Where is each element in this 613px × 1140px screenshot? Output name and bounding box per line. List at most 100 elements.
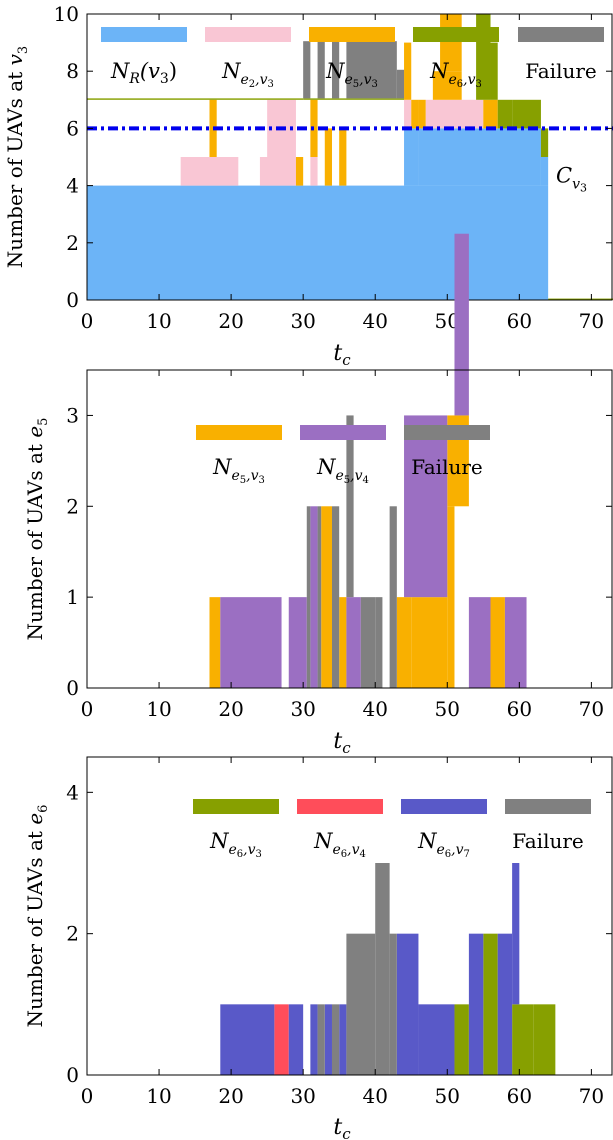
legend-label: Ne2,v3: [221, 59, 274, 90]
x-tick-label: 0: [81, 1084, 94, 1108]
capacity-label: Cv3: [556, 163, 587, 194]
bar-0-4-1: [317, 41, 325, 99]
legend-swatch: [300, 425, 386, 440]
bar-2-2-1: [288, 1004, 304, 1075]
bar-1-1-6: [468, 597, 491, 688]
bar-2-3-0: [317, 1004, 325, 1075]
bar-2-3-4: [389, 933, 397, 1075]
legend-swatch: [413, 27, 499, 42]
bar-1-2-2: [331, 506, 340, 688]
bar-0-1-4: [404, 99, 412, 129]
y-tick-label: 2: [66, 231, 79, 255]
bar-0-2-6: [411, 99, 419, 129]
legend-label: Ne5,v4: [316, 455, 369, 486]
legend-swatch: [297, 799, 383, 814]
bar-0-3-3: [490, 42, 498, 100]
y-tick-label: 1: [66, 585, 79, 609]
x-tick-label: 10: [146, 309, 171, 333]
bar-1-0-1: [321, 506, 332, 688]
legend-swatch: [205, 27, 291, 42]
bar-0-1-3: [310, 157, 318, 186]
y-tick-label: 10: [54, 2, 79, 26]
x-tick-label: 40: [362, 309, 387, 333]
bar-0-2-10: [483, 99, 498, 129]
legend-label: NR(v3): [110, 59, 177, 87]
y-axis-label: Number of UAVs at e5: [23, 418, 51, 641]
bar-1-0-0: [209, 597, 221, 688]
bar-0-4-2: [331, 41, 340, 99]
bar-2-2-3: [324, 1004, 332, 1075]
chart-uavs-at-e5: 0 10 20 30 40 50 60 700123Ne5,v3Ne5,v4FailureNu…: [23, 233, 613, 757]
bar-2-2-2: [310, 1004, 318, 1075]
legend-label: Failure: [512, 829, 584, 853]
bar-1-0-3: [396, 597, 412, 688]
bar-1-0-5: [447, 506, 455, 688]
x-tick-label: 30: [290, 697, 315, 721]
bar-1-2-3: [346, 415, 354, 598]
x-tick-label: 0: [81, 697, 94, 721]
bar-0-3-1: [303, 98, 405, 100]
legend-swatch: [401, 799, 487, 814]
bar-0-2-8: [432, 71, 462, 100]
bar-0-2-3: [324, 128, 332, 186]
bar-1-1-2: [310, 506, 318, 688]
y-tick-label: 6: [66, 116, 79, 140]
bar-1-1-5: [454, 233, 469, 416]
bar-0-4-0: [303, 41, 311, 99]
legend-swatch: [505, 799, 591, 814]
bar-2-2-9: [512, 863, 520, 1005]
legend: Ne5,v3 Ne5,v4 Failure: [196, 425, 490, 486]
bar-0-2-5: [404, 42, 412, 100]
x-tick-label: 60: [507, 309, 532, 333]
legend-label: Ne5,v3: [325, 59, 378, 90]
x-tick-label: 70: [579, 309, 604, 333]
legend-label: Ne6,v3: [209, 829, 262, 860]
x-axis-label: tc: [333, 729, 351, 757]
legend-swatch: [518, 27, 604, 42]
bar-0-3-0: [87, 98, 304, 100]
y-tick-label: 8: [66, 59, 79, 83]
y-tick-label: 3: [66, 403, 79, 427]
bar-1-1-7: [504, 597, 527, 688]
legend-swatch: [196, 425, 282, 440]
x-tick-label: 40: [362, 697, 387, 721]
x-tick-label: 20: [218, 1084, 243, 1108]
x-tick-label: 0: [81, 309, 94, 333]
bar-0-1-1: [259, 157, 296, 186]
bar-2-0-1: [483, 933, 498, 1075]
legend: Ne6,v3 Ne6,v4 Ne6,v7 Failure: [193, 799, 591, 860]
axes-frame: [86, 756, 613, 1076]
axes-frame: [86, 13, 613, 301]
x-tick-label: 20: [218, 697, 243, 721]
bar-2-2-5: [396, 933, 419, 1075]
x-tick-label: 10: [146, 1084, 171, 1108]
chart-uavs-at-e6: 0 10 20 30 40 50 60 70 0 2 4 Ne6,v3 Ne6,v4 Ne6,v7 Fail…: [23, 756, 613, 1140]
bar-1-2-5: [375, 597, 383, 688]
bar-1-2-4: [360, 597, 376, 688]
x-tick-label: 60: [507, 1084, 532, 1108]
bar-0-0-3: [540, 157, 549, 186]
bar-1-1-4: [404, 415, 448, 598]
bar-2-0-2: [512, 1004, 534, 1075]
legend-label: Ne6,v3: [429, 59, 482, 90]
bar-1-2-0: [306, 506, 311, 688]
y-tick-label: 0: [66, 676, 79, 700]
bar-0-0-2: [418, 128, 541, 186]
x-tick-label: 70: [579, 697, 604, 721]
x-tick-label: 20: [218, 309, 243, 333]
bar-0-4-3: [346, 41, 397, 99]
bar-2-3-3: [375, 863, 390, 1075]
bar-0-2-1: [295, 157, 304, 186]
bar-0-3-7: [548, 298, 613, 300]
legend-swatch: [309, 27, 395, 42]
y-tick-label: 4: [66, 780, 79, 804]
bar-0-3-5: [512, 99, 541, 129]
bar-1-0-7: [490, 597, 505, 688]
axes-frame: [86, 369, 613, 689]
bar-2-2-7: [468, 933, 484, 1075]
y-tick-label: 4: [66, 174, 79, 198]
legend-label: Ne6,v7: [417, 829, 470, 860]
legend-label: Ne6,v4: [313, 829, 366, 860]
